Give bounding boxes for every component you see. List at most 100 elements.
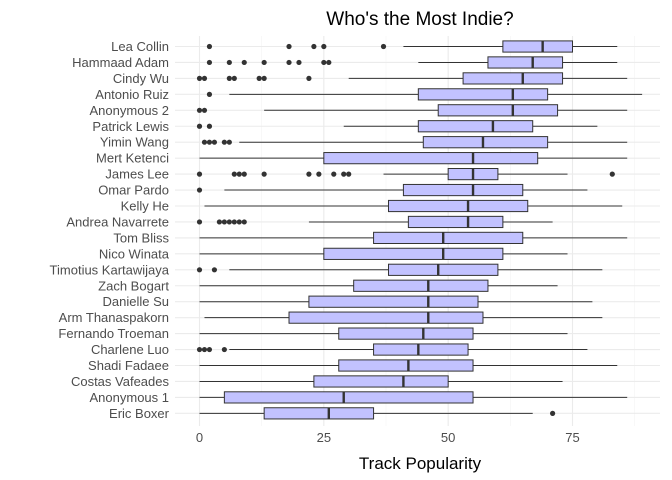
outlier-point bbox=[196, 219, 203, 225]
outlier-point bbox=[206, 139, 213, 145]
y-tick-label: Danielle Su bbox=[103, 294, 170, 309]
box-17 bbox=[199, 295, 593, 308]
box-body bbox=[417, 120, 534, 133]
x-tick-label: 50 bbox=[441, 430, 455, 445]
box-10 bbox=[196, 183, 588, 197]
box-12 bbox=[196, 215, 553, 229]
y-tick-label: Costas Vafeades bbox=[71, 374, 170, 389]
box-15 bbox=[196, 263, 603, 276]
outlier-point bbox=[241, 171, 247, 177]
box-23 bbox=[199, 391, 628, 404]
box-body bbox=[462, 72, 564, 85]
box-14 bbox=[199, 247, 568, 260]
outlier-point bbox=[341, 171, 347, 177]
outlier-point bbox=[211, 267, 218, 273]
box-19 bbox=[199, 327, 568, 340]
outlier-point bbox=[256, 75, 262, 81]
outlier-point bbox=[306, 171, 312, 177]
box-body bbox=[223, 391, 474, 404]
outlier-point bbox=[261, 171, 267, 177]
outlier-point bbox=[201, 139, 208, 145]
outlier-point bbox=[196, 346, 203, 353]
y-tick-label: Charlene Luo bbox=[91, 342, 169, 357]
box-7 bbox=[201, 136, 628, 149]
outlier-point bbox=[241, 219, 247, 225]
box-body bbox=[373, 231, 524, 245]
outlier-point bbox=[286, 43, 292, 50]
box-body bbox=[407, 215, 504, 229]
y-tick-label: Zach Bogart bbox=[98, 278, 169, 293]
outlier-point bbox=[346, 171, 352, 177]
outlier-point bbox=[261, 59, 267, 66]
box-body bbox=[437, 104, 559, 117]
outlier-point bbox=[321, 43, 327, 50]
y-tick-label: Yimin Wang bbox=[100, 135, 169, 150]
box-body bbox=[338, 359, 474, 372]
y-tick-label: Cindy Wu bbox=[113, 71, 169, 86]
outlier-point bbox=[211, 139, 218, 145]
y-tick-label: Lea Collin bbox=[111, 39, 169, 54]
y-tick-label: Tom Bliss bbox=[113, 230, 169, 245]
box-body bbox=[422, 136, 549, 149]
box-9 bbox=[196, 168, 615, 181]
box-body bbox=[402, 183, 524, 197]
box-body bbox=[417, 88, 549, 101]
box-body bbox=[313, 375, 449, 388]
box-13 bbox=[199, 231, 628, 245]
outlier-point bbox=[226, 59, 232, 66]
outlier-point bbox=[609, 171, 615, 177]
y-tick-label: Nico Winata bbox=[99, 246, 170, 261]
box-3 bbox=[196, 72, 628, 85]
outlier-point bbox=[380, 43, 387, 50]
outlier-point bbox=[236, 171, 242, 177]
outlier-point bbox=[206, 43, 213, 50]
box-body bbox=[373, 343, 469, 356]
y-tick-label: Timotius Kartawijaya bbox=[50, 262, 170, 277]
outlier-point bbox=[231, 171, 237, 177]
outlier-point bbox=[201, 107, 208, 113]
outlier-point bbox=[311, 43, 317, 50]
boxes bbox=[196, 40, 643, 420]
outlier-point bbox=[201, 75, 208, 81]
box-body bbox=[487, 56, 564, 69]
x-tick-label: 0 bbox=[196, 430, 203, 445]
y-tick-label: Anonymous 2 bbox=[90, 103, 170, 118]
outlier-point bbox=[221, 139, 227, 145]
box-body bbox=[308, 295, 479, 308]
box-20 bbox=[196, 343, 588, 356]
box-21 bbox=[199, 359, 618, 372]
y-tick-label: Patrick Lewis bbox=[92, 119, 169, 134]
y-tick-label: Andrea Navarrete bbox=[66, 214, 169, 229]
box-body bbox=[502, 40, 573, 53]
box-body bbox=[338, 327, 474, 340]
outlier-point bbox=[321, 59, 327, 66]
y-tick-label: Fernando Troeman bbox=[58, 326, 169, 341]
box-body bbox=[288, 311, 484, 324]
box-body bbox=[353, 279, 489, 292]
outlier-point bbox=[196, 75, 203, 81]
outlier-point bbox=[196, 123, 203, 129]
outlier-point bbox=[196, 107, 203, 113]
outlier-point bbox=[286, 59, 292, 66]
y-tick-label: Hammaad Adam bbox=[72, 55, 169, 70]
outlier-point bbox=[221, 346, 227, 353]
outlier-point bbox=[261, 75, 267, 81]
box-body bbox=[323, 152, 539, 165]
y-tick-label: Shadi Fadaee bbox=[88, 358, 169, 373]
y-tick-label: Mert Ketenci bbox=[96, 151, 169, 166]
outlier-point bbox=[296, 59, 302, 66]
outlier-point bbox=[331, 171, 337, 177]
y-tick-label: Eric Boxer bbox=[109, 406, 170, 421]
outlier-point bbox=[196, 171, 203, 177]
box-22 bbox=[199, 375, 563, 388]
outlier-point bbox=[326, 59, 332, 66]
y-tick-label: Antonio Ruiz bbox=[95, 87, 169, 102]
box-1 bbox=[206, 40, 618, 53]
outlier-point bbox=[206, 59, 213, 66]
box-body bbox=[387, 263, 499, 276]
box-16 bbox=[199, 279, 558, 292]
x-tick-label: 25 bbox=[317, 430, 331, 445]
outlier-point bbox=[206, 91, 213, 97]
chart-title: Who's the Most Indie? bbox=[326, 9, 513, 30]
